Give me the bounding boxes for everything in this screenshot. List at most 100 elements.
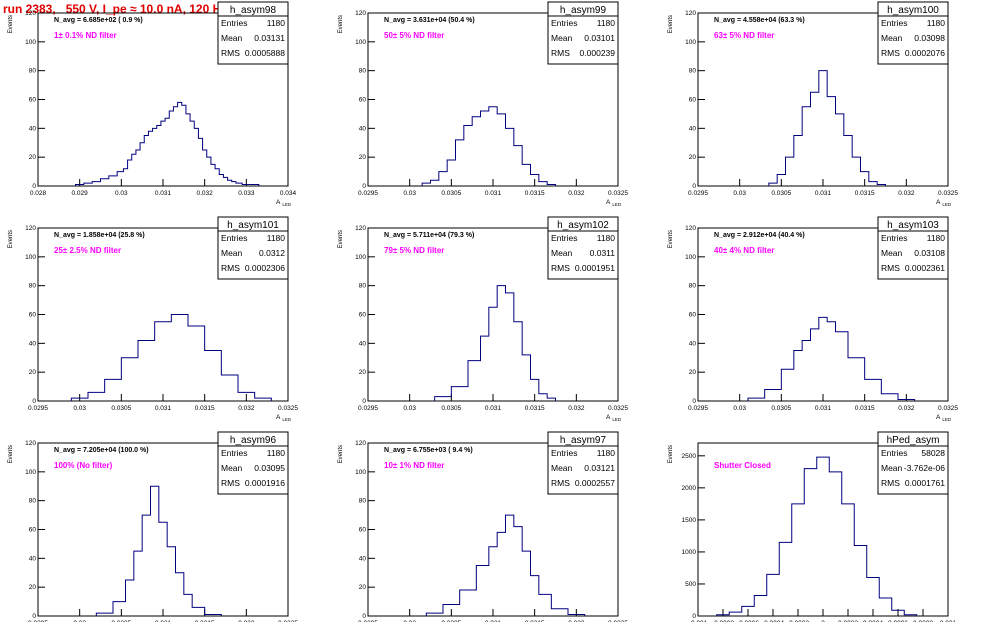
y-tick-label: 100 xyxy=(25,469,36,476)
histogram-bin xyxy=(144,136,148,186)
x-tick-label: 0.0325 xyxy=(608,405,628,412)
y-tick-label: 0 xyxy=(362,398,366,405)
y-axis: 0 20 40 60 80 100 120 xyxy=(25,10,45,190)
y-tick-label: 80 xyxy=(359,498,367,505)
histogram-bin xyxy=(126,580,134,616)
histogram-bin xyxy=(551,609,568,616)
x-tick-label: 0.0315 xyxy=(855,190,875,197)
y-tick-label: 100 xyxy=(685,39,696,46)
histogram-bin xyxy=(497,286,505,401)
histogram-bin xyxy=(539,182,547,186)
stats-body-box xyxy=(547,230,619,280)
filter-label: 1± 0.1% ND filter xyxy=(54,31,117,40)
y-axis-label: Events xyxy=(8,15,14,33)
histogram-line xyxy=(70,314,272,401)
y-tick-label: 60 xyxy=(689,97,697,104)
stats-value-mean: 0.03095 xyxy=(254,463,285,473)
histogram-line xyxy=(421,106,556,186)
histogram-bin xyxy=(184,594,192,616)
hist-name: h_asym99 xyxy=(560,5,607,16)
x-tick-label: 0.031 xyxy=(155,405,172,412)
hist-name: h_asym98 xyxy=(230,5,277,16)
stats-label-rms: RMS xyxy=(221,263,240,273)
y-tick-label: 120 xyxy=(25,10,36,17)
histogram-bin xyxy=(539,594,552,616)
stats-body-box xyxy=(217,445,289,495)
histogram-bin xyxy=(767,574,780,616)
y-tick-label: 40 xyxy=(359,125,367,132)
y-tick-label: 100 xyxy=(355,254,366,261)
y-axis: 0 20 40 60 80 100 120 xyxy=(25,440,45,620)
histogram-bins xyxy=(75,101,260,186)
histogram-panel: 05001000150020002500Events-0.001-0.0008-… xyxy=(668,431,957,627)
histogram-bin xyxy=(203,150,207,186)
histogram-bin xyxy=(186,114,190,186)
histogram-bin xyxy=(848,358,865,401)
y-axis-label: Events xyxy=(668,445,674,463)
histogram-bin xyxy=(148,131,152,186)
filter-label: 50± 5% ND filter xyxy=(384,31,444,40)
y-tick-label: 100 xyxy=(355,39,366,46)
histogram-bin xyxy=(514,146,522,186)
stats-value-mean: 0.03101 xyxy=(584,33,615,43)
x-axis-label: A LED xyxy=(606,199,622,207)
filter-label: 25± 2.5% ND filter xyxy=(54,246,121,255)
y-tick-label: 60 xyxy=(359,527,367,534)
histogram-bin xyxy=(481,336,489,401)
x-tick-label: 0.0305 xyxy=(771,405,791,412)
histogram-bin xyxy=(451,387,468,401)
stats-value-rms: 0.0001951 xyxy=(575,263,615,273)
y-tick-label: 120 xyxy=(355,440,366,447)
histogram-bin xyxy=(211,164,215,186)
histogram-bin xyxy=(439,172,447,186)
histogram-bin xyxy=(539,394,547,401)
x-tick-label: 0.0305 xyxy=(771,190,791,197)
stats-label-rms: RMS xyxy=(881,263,900,273)
y-axis-label: Events xyxy=(338,15,344,33)
stats-value-entries: 1180 xyxy=(927,18,946,28)
y-tick-label: 60 xyxy=(359,97,367,104)
histogram-line xyxy=(95,485,222,616)
y-tick-label: 40 xyxy=(689,125,697,132)
y-axis: 0 20 40 60 80 100 120 xyxy=(25,225,45,405)
histogram-bin xyxy=(161,121,165,186)
x-axis-label-subscript: LED xyxy=(282,202,292,207)
histogram-line xyxy=(425,514,586,616)
histogram-bin xyxy=(514,322,522,401)
y-tick-label: 0 xyxy=(692,398,696,405)
histogram-panel: 0 20 40 60 80 100 120 Events 0.028 0.029 0.03 0.031… xyxy=(8,1,297,207)
histogram-bin xyxy=(190,121,194,186)
x-tick-label: 0.0295 xyxy=(688,405,708,412)
y-tick-label: 20 xyxy=(689,154,697,161)
histogram-bin xyxy=(811,329,819,401)
stats-value-rms: 0.0002361 xyxy=(905,263,945,273)
stats-box: h_asym103 Entries 1180 Mean 0.03108 RMS 0.0002… xyxy=(877,216,949,280)
x-axis: 0.0295 0.03 0.0305 0.031 0.0315 0.032 0.0325 xyxy=(358,179,628,197)
histogram-line xyxy=(716,456,918,616)
y-tick-label: 80 xyxy=(29,283,37,290)
histogram-bin xyxy=(238,392,255,401)
y-axis: 0 20 40 60 80 100 120 xyxy=(685,225,705,405)
stats-value-entries: 1180 xyxy=(267,448,286,458)
histogram-bin xyxy=(869,182,877,186)
stats-label-entries: Entries xyxy=(551,18,577,28)
histogram-bin xyxy=(101,179,109,186)
histogram-bin xyxy=(531,576,539,616)
y-tick-label: 40 xyxy=(29,125,37,132)
x-tick-label: 0.03 xyxy=(733,405,746,412)
stats-value-entries: 1180 xyxy=(267,18,286,28)
x-axis-label-main: A xyxy=(606,199,611,206)
stats-label-entries: Entries xyxy=(221,233,247,243)
hist-name: h_asym97 xyxy=(560,435,607,446)
x-axis: 0.0295 0.03 0.0305 0.031 0.0315 0.032 0.0325 xyxy=(688,179,958,197)
stats-label-mean: Mean xyxy=(881,463,903,473)
x-axis-label: A LED xyxy=(936,199,952,207)
y-tick-label: 80 xyxy=(689,68,697,75)
stats-value-mean: 0.0311 xyxy=(590,248,616,258)
histogram-bin xyxy=(447,160,455,186)
y-tick-label: 0 xyxy=(692,613,696,620)
stats-value-entries: 58028 xyxy=(921,448,945,458)
stats-label-rms: RMS xyxy=(221,48,240,58)
x-axis-label-main: A xyxy=(606,414,611,421)
